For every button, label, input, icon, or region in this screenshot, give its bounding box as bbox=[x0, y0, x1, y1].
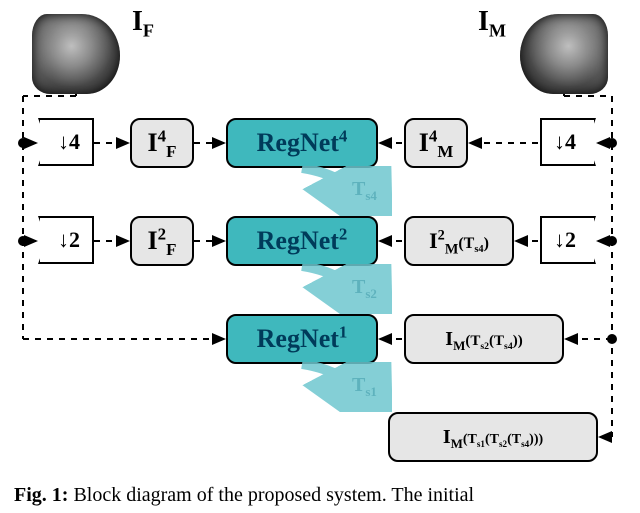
downsample-right-2: ↓2 bbox=[540, 216, 596, 264]
junction-dot bbox=[607, 334, 617, 344]
moving-image-thumb bbox=[520, 14, 608, 94]
t-label-s2: Ts2 bbox=[352, 276, 377, 299]
figure-caption: Fig. 1: Block diagram of the proposed sy… bbox=[0, 478, 640, 513]
junction-dot bbox=[18, 138, 28, 148]
fixed-image-thumb bbox=[32, 14, 120, 94]
regnet2-box: RegNet2 bbox=[226, 216, 378, 266]
label-IM: IM bbox=[478, 6, 506, 38]
downsample-left-2: ↓2 bbox=[38, 216, 94, 264]
downsample-right-4: ↓4 bbox=[540, 118, 596, 166]
IF2-box: I2F bbox=[130, 216, 194, 266]
IF4-box: I4F bbox=[130, 118, 194, 168]
IM-row3-box: IM(Ts2(Ts4)) bbox=[404, 314, 564, 364]
junction-dot bbox=[607, 236, 617, 246]
label-IF: IF bbox=[132, 6, 154, 38]
t-label-s1: Ts1 bbox=[352, 374, 377, 397]
regnet4-box: RegNet4 bbox=[226, 118, 378, 168]
junction-dot bbox=[607, 138, 617, 148]
t-label-s4: Ts4 bbox=[352, 178, 377, 201]
regnet1-box: RegNet1 bbox=[226, 314, 378, 364]
junction-dot bbox=[18, 236, 28, 246]
IM-final-box: IM(Ts1(Ts2(Ts4))) bbox=[388, 412, 598, 462]
IM2-box: I2M(Ts4) bbox=[404, 216, 514, 266]
IM4-box: I4M bbox=[404, 118, 468, 168]
downsample-left-4: ↓4 bbox=[38, 118, 94, 166]
